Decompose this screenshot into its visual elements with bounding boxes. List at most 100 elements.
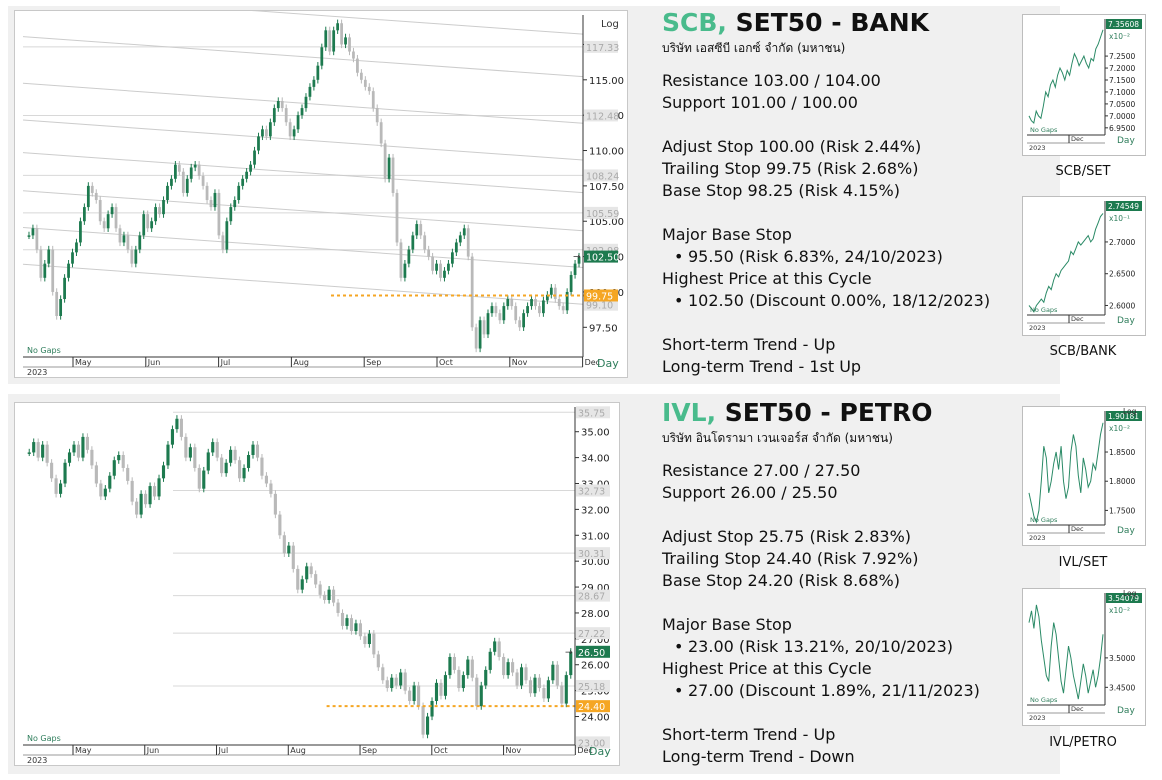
candle-body — [221, 235, 225, 250]
candle-body — [205, 185, 209, 201]
candle-body — [217, 192, 221, 236]
mini-period-label: Day — [1117, 706, 1135, 716]
candle-body — [363, 636, 367, 645]
candle-body — [76, 444, 81, 458]
candle-body — [51, 249, 55, 292]
ivl-petro-relative-svg: 3.4500 3.5000 3.54079 x10⁻² Log Dec 2023 No Gap… — [1027, 589, 1142, 722]
candle-body — [233, 449, 237, 461]
candle-body — [229, 449, 233, 463]
candle-body — [371, 91, 375, 109]
candle-body — [118, 228, 122, 243]
candle-body — [390, 677, 394, 689]
mini-y-tick-label: 3.4500 — [1109, 683, 1135, 692]
year-label: 2023 — [27, 756, 47, 765]
mini-y-tick-label: 7.2500 — [1109, 52, 1135, 61]
candle-body — [415, 224, 419, 236]
y-tick-label: 110.00 — [589, 147, 624, 158]
candle-body — [94, 192, 98, 201]
candle-body — [484, 669, 488, 686]
candle-body — [134, 249, 138, 264]
candle-body — [39, 249, 43, 278]
mini-y-tick-label: 7.0000 — [1109, 112, 1135, 121]
y-tick-label: 25.00 — [581, 687, 610, 698]
candle-body — [255, 444, 260, 458]
mini-y-tick-label: 1.8500 — [1109, 448, 1135, 457]
candle-body — [565, 291, 569, 311]
candle-body — [261, 129, 264, 137]
candle-body — [470, 659, 474, 678]
ivl-petro-caption: IVL/PETRO — [1049, 735, 1117, 750]
candle-body — [117, 455, 121, 461]
channel-label-box — [576, 484, 610, 497]
candle-body — [157, 478, 161, 497]
candle-body — [391, 157, 395, 193]
candle-body — [488, 651, 492, 670]
base-label-box — [576, 736, 610, 749]
y-tick-label: 115.00 — [589, 76, 624, 87]
candle-body — [108, 475, 112, 489]
candle-body — [399, 242, 403, 278]
channel-label-box — [576, 547, 610, 560]
stop-label: 24.40 — [578, 702, 605, 713]
last-price-box — [576, 645, 610, 658]
candle-body — [519, 667, 524, 686]
candle-body — [152, 486, 157, 497]
y-tick-label: 29.00 — [581, 583, 610, 594]
candle-body — [102, 221, 106, 229]
channel-label-box — [576, 406, 610, 419]
ivl-highest: 27.00 (Discount 1.89%, 21/11/2023) — [662, 680, 1060, 702]
candle-body — [411, 235, 415, 250]
candle-body — [197, 467, 201, 489]
candle-body — [564, 675, 568, 704]
ivl-set-caption: IVL/SET — [1058, 555, 1108, 570]
candle-body — [498, 313, 502, 321]
candle-body — [452, 656, 456, 670]
mini-y-tick-label: 3.5000 — [1109, 654, 1135, 663]
candle-body — [166, 444, 170, 466]
mini-year-label: 2023 — [1029, 714, 1046, 722]
candle-body — [408, 690, 412, 701]
candle-body — [90, 449, 94, 466]
scb-trailing-stop: Trailing Stop 99.75 (Risk 2.68%) — [662, 159, 919, 178]
candle-body — [443, 675, 448, 696]
candle-body — [287, 545, 291, 554]
mini-y-tick-label: 7.0500 — [1109, 100, 1135, 109]
candle-body — [435, 263, 438, 271]
candle-body — [534, 299, 537, 307]
ivl-support: Support 26.00 / 25.50 — [662, 483, 838, 502]
channel-label: 35.75 — [578, 408, 605, 419]
candle-body — [126, 235, 130, 250]
mini-no-gaps-label: No Gaps — [1030, 306, 1058, 314]
candle-body — [506, 662, 510, 676]
month-label: Jun — [147, 358, 161, 367]
ivl-title: IVL, SET50 - PETRO — [662, 398, 1060, 428]
scb-set-caption: SCB/SET — [1055, 164, 1111, 179]
candle-body — [407, 249, 411, 264]
mini-multiplier: x10⁻² — [1109, 32, 1130, 41]
candle-body — [439, 682, 443, 696]
candle-body — [45, 444, 49, 463]
ivl-symbol: IVL, — [662, 398, 717, 427]
scb-company-name: บริษัท เอสซีบี เอกซ์ จำกัด (มหาชน) — [662, 41, 846, 55]
candle-body — [241, 178, 245, 186]
candle-body — [425, 716, 430, 735]
candle-body — [383, 143, 387, 179]
candle-body — [443, 270, 446, 278]
candle-body — [75, 242, 78, 253]
candle-body — [555, 664, 559, 686]
candle-body — [451, 252, 454, 264]
scb-candlestick-svg: 97.50100.00102.50105.00107.50110.00112.5… — [22, 11, 624, 377]
scb-bank-caption: SCB/BANK — [1049, 344, 1117, 359]
mini-year-label: 2023 — [1029, 324, 1046, 332]
mini-multiplier: x10⁻¹ — [1109, 214, 1130, 223]
candle-body — [272, 108, 276, 123]
mini-y-tick-label: 6.9500 — [1109, 124, 1135, 133]
trend-channel-line — [251, 11, 584, 35]
candle-body — [549, 287, 553, 295]
candle-body — [557, 299, 561, 307]
candle-body — [291, 545, 295, 569]
candle-body — [323, 594, 327, 601]
ivl-company-name: บริษัท อินโดรามา เวนเจอร์ส จำกัด (มหาชน) — [662, 431, 893, 445]
candle-body — [280, 101, 284, 109]
month-label: Sep — [366, 358, 381, 367]
